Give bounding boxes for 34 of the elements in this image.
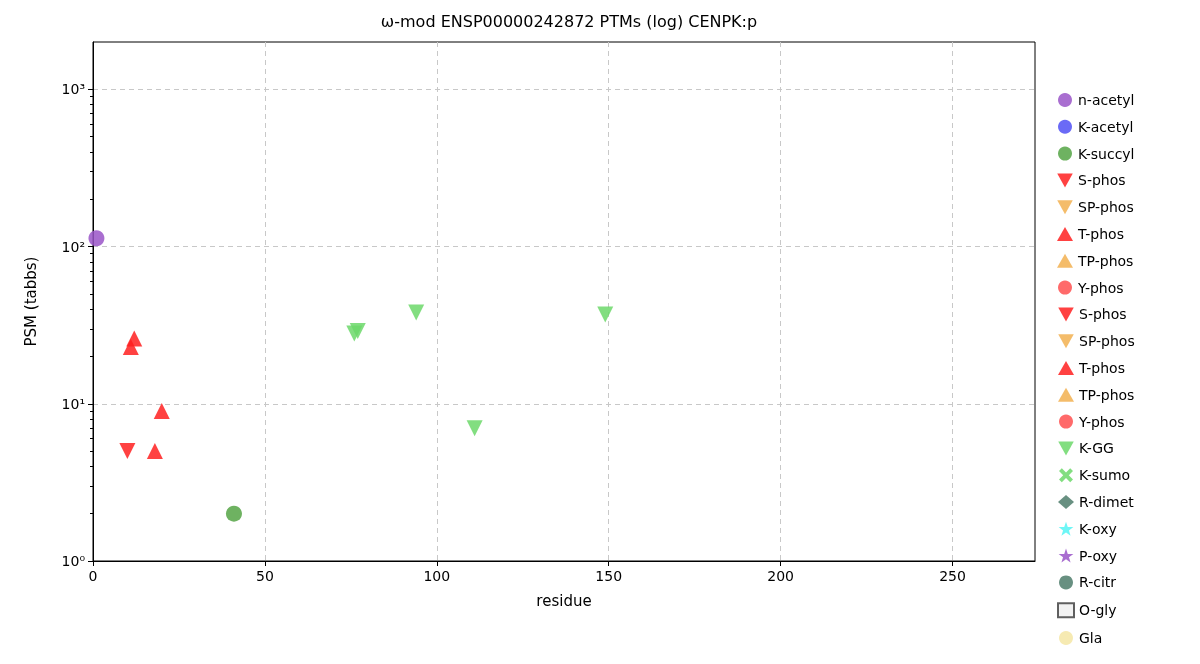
legend-label: O-gly	[1079, 602, 1117, 619]
legend-label: T-phos	[1078, 360, 1125, 376]
legend-label: TP-phos	[1077, 252, 1134, 269]
legend-label: Gla	[1079, 630, 1103, 646]
legend-label: S-phos	[1078, 172, 1126, 189]
chart-title: ω-mod ENSP00000242872 PTMs (log) CENPK:p	[380, 11, 758, 31]
y-axis-title: PSM (tabbs)	[21, 256, 40, 347]
x-axis-title: residue	[536, 591, 592, 610]
legend-label: K-sumo	[1079, 467, 1131, 484]
y-tick-label: 10³	[61, 81, 85, 98]
x-tick-label: 50	[255, 568, 274, 584]
y-tick-label: 10²	[61, 238, 85, 255]
legend-label: K-acetyl	[1078, 118, 1134, 135]
y-tick-label: 10⁰	[61, 553, 86, 569]
x-tick-label: 250	[939, 568, 966, 584]
legend-label: R-dimet	[1079, 494, 1135, 510]
y-tick-label: 10¹	[61, 395, 85, 412]
legend-label: R-citr	[1079, 574, 1117, 591]
legend-label: K-oxy	[1079, 520, 1117, 537]
x-tick-label: 200	[767, 568, 794, 584]
x-tick-label: 150	[595, 568, 623, 584]
legend-label: T-phos	[1077, 226, 1124, 242]
legend-label: P-oxy	[1079, 547, 1118, 564]
legend-label: S-phos	[1079, 306, 1127, 323]
legend-label: K-succyl	[1078, 145, 1135, 162]
legend-label: SP-phos	[1078, 199, 1134, 216]
legend-label: SP-phos	[1079, 333, 1135, 350]
legend-label: Y-phos	[1078, 413, 1125, 430]
legend-label: TP-phos	[1078, 386, 1135, 403]
legend-label: Y-phos	[1077, 279, 1124, 296]
x-tick-label: 100	[423, 568, 451, 584]
x-tick-label: 0	[88, 568, 98, 584]
legend-label: K-GG	[1079, 440, 1114, 457]
legend-label: n-acetyl	[1078, 92, 1135, 108]
